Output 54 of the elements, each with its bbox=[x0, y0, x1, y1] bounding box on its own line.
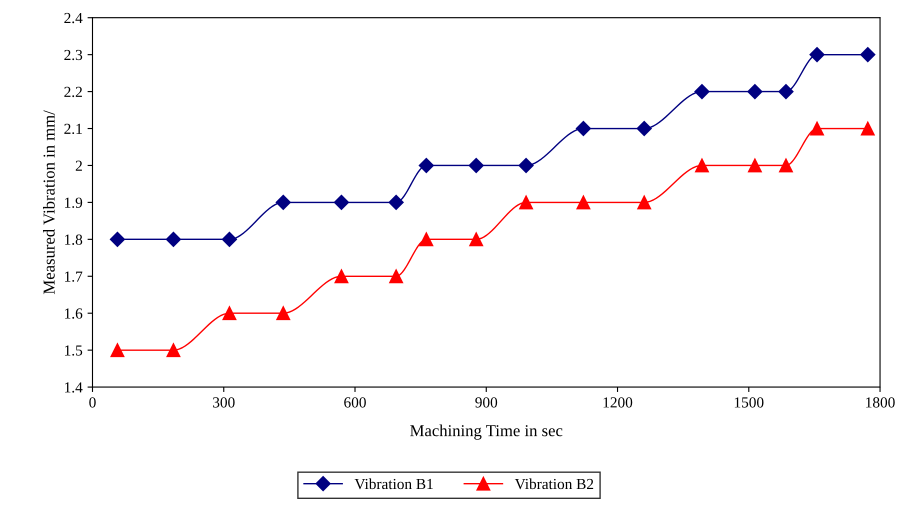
point bbox=[334, 269, 348, 284]
x-tick-label: 0 bbox=[89, 397, 96, 408]
point bbox=[166, 232, 182, 247]
point bbox=[810, 122, 824, 136]
point bbox=[389, 269, 404, 284]
x-tick-label: 600 bbox=[344, 397, 366, 408]
point bbox=[469, 232, 484, 246]
point bbox=[468, 158, 484, 174]
point bbox=[694, 84, 710, 100]
legend-label: Vibration B1 bbox=[354, 478, 433, 490]
y-tick-label: 1.4 bbox=[65, 382, 83, 393]
y-tick-label: 2.3 bbox=[64, 50, 82, 60]
x-tick-label: 300 bbox=[213, 397, 235, 408]
point bbox=[576, 120, 591, 136]
point bbox=[518, 158, 534, 174]
x-tick-label: 1200 bbox=[604, 397, 632, 408]
point bbox=[576, 195, 590, 210]
y-tick-label: 2.4 bbox=[64, 12, 83, 24]
y-tick-label: 1.9 bbox=[65, 198, 82, 208]
point bbox=[276, 194, 291, 210]
y-tick-label: 1.8 bbox=[65, 234, 82, 245]
point bbox=[222, 306, 236, 320]
y-tick-label: 2 bbox=[76, 160, 82, 171]
point bbox=[779, 158, 793, 172]
y-tick-label: 2.1 bbox=[64, 124, 82, 134]
point bbox=[748, 158, 762, 172]
x-tick-label: 1800 bbox=[866, 397, 895, 408]
point bbox=[110, 343, 124, 358]
point bbox=[695, 158, 709, 172]
point bbox=[860, 122, 875, 136]
point bbox=[419, 232, 434, 246]
y-tick-label: 2.2 bbox=[64, 86, 82, 98]
point bbox=[388, 194, 404, 210]
x-tick-label: 900 bbox=[475, 397, 498, 408]
point bbox=[637, 195, 652, 210]
point bbox=[809, 47, 825, 62]
point bbox=[778, 84, 794, 100]
point bbox=[747, 84, 762, 100]
point bbox=[110, 232, 126, 247]
point bbox=[222, 232, 238, 247]
point bbox=[636, 120, 652, 136]
legend-label: Vibration B2 bbox=[514, 478, 594, 490]
y-axis-title: Measured Vibration in mm/ bbox=[43, 110, 55, 294]
y-tick-label: 1.5 bbox=[65, 345, 82, 356]
y-tick-label: 1.7 bbox=[65, 271, 82, 282]
point bbox=[334, 194, 350, 210]
y-tick-label: 1.6 bbox=[65, 308, 82, 319]
point bbox=[276, 306, 290, 320]
point bbox=[166, 343, 180, 358]
point bbox=[860, 47, 876, 62]
x-tick-label: 1500 bbox=[734, 397, 764, 408]
x-axis-title: Machining Time in sec bbox=[410, 424, 562, 440]
point bbox=[519, 195, 534, 210]
point bbox=[418, 158, 434, 174]
